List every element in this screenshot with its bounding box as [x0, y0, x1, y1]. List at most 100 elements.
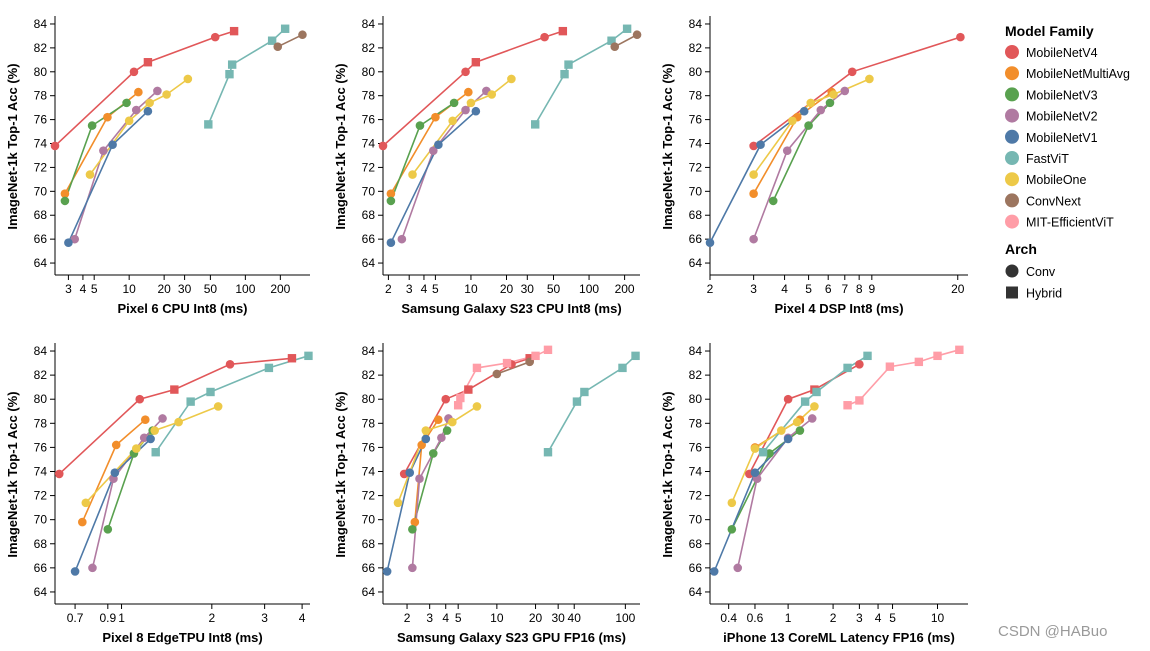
point-mobilenetv4 [225, 359, 235, 369]
x-axis-title: Pixel 8 EdgeTPU Int8 (ms) [102, 630, 262, 645]
point-fastvit [206, 387, 215, 397]
x-tick-label: 200 [270, 282, 290, 296]
series-line-mobilenetv3 [390, 102, 455, 202]
y-tick-label: 82 [34, 368, 48, 382]
point-mit-efficientvit [456, 393, 465, 403]
y-tick-label: 72 [362, 160, 376, 174]
y-tick-label: 84 [34, 344, 48, 358]
point-mobilenetv2 [733, 563, 743, 573]
point-fastvit [618, 363, 627, 373]
y-tick-label: 76 [362, 113, 376, 127]
y-tick-label: 66 [34, 561, 48, 575]
y-tick-label: 66 [362, 232, 376, 246]
x-tick-label: 8 [856, 282, 863, 296]
legend-label: Conv [1026, 265, 1056, 279]
x-tick-label: 4 [421, 282, 428, 296]
point-mobilenetv2 [153, 86, 162, 96]
legend-item-mobilenetv4: MobileNetV4 [1005, 45, 1098, 60]
point-mobilenetv1 [783, 434, 793, 444]
legend-label: ConvNext [1026, 194, 1081, 208]
x-tick-label: 4 [781, 282, 788, 296]
point-convnext [273, 42, 283, 51]
point-mobilenetv4 [540, 32, 549, 42]
y-tick-label: 64 [34, 585, 48, 599]
legend-title-model-family: Model Family [1005, 23, 1094, 39]
x-tick-label: 5 [805, 282, 812, 296]
point-fastvit [631, 351, 640, 361]
point-convnext [632, 30, 642, 40]
point-mobilenetmultiavg [433, 415, 443, 424]
point-mobilenetv4 [129, 67, 139, 77]
point-fastvit [267, 36, 277, 45]
y-tick-label: 78 [689, 89, 703, 103]
x-tick-label: 20 [157, 282, 171, 296]
point-mobilenetv2 [131, 105, 141, 115]
point-fastvit [227, 60, 237, 69]
point-mit-efficientvit [502, 358, 512, 368]
x-tick-label: 3 [426, 611, 433, 625]
point-mobilenetv1 [110, 468, 120, 477]
chart-1: 64 66 68 70 72 74 76 78 80 82 84 3 4 5 10 20 30 50 100 200 P… [5, 16, 310, 316]
legend-swatch [1005, 214, 1019, 229]
y-tick-label: 68 [362, 537, 376, 551]
x-tick-label: 2 [385, 282, 392, 296]
y-tick-label: 82 [362, 368, 376, 382]
x-tick-label: 20 [529, 611, 543, 625]
chart-5: 64 66 68 70 72 74 76 78 80 82 84 2 3 4 5 10 20 30 40 100 Sam… [333, 343, 640, 645]
y-tick-label: 68 [689, 208, 703, 222]
point-mobilenetv4 [229, 26, 239, 36]
point-mobileone [448, 116, 457, 126]
point-mobilenetv1 [64, 238, 73, 248]
point-mobilenetmultiavg [417, 440, 426, 450]
point-mobilenetv2 [429, 146, 438, 155]
x-tick-label: 1 [118, 611, 125, 625]
legend-item-conv: Conv [1005, 264, 1056, 279]
x-tick-label: 3 [65, 282, 72, 296]
y-tick-label: 78 [362, 416, 376, 430]
point-mobileone [487, 90, 497, 99]
y-tick-label: 76 [689, 440, 703, 454]
point-mobilenetv3 [408, 525, 417, 534]
series-line-mobilenetv4 [753, 36, 961, 147]
x-tick-label: 7 [841, 282, 848, 296]
point-mobilenetv4 [287, 354, 297, 363]
legend-label: FastViT [1026, 152, 1069, 166]
point-mit-efficientvit [914, 357, 924, 367]
point-mobileone [727, 498, 737, 508]
chart-4: 64 66 68 70 72 74 76 78 80 82 84 0.7 0.9 1 2 3 4 Pixel 8 … [5, 343, 313, 645]
point-mobilenetv1 [471, 106, 481, 116]
point-mobilenetv4 [464, 385, 473, 394]
point-mobilenetv3 [768, 196, 778, 206]
y-tick-label: 78 [34, 89, 48, 103]
x-tick-label: 3 [750, 282, 757, 296]
point-mobileone [865, 74, 874, 84]
x-tick-label: 10 [490, 611, 504, 625]
point-mobilenetv2 [749, 234, 758, 244]
y-axis-title: ImageNet-1k Top-1 Acc (%) [333, 391, 348, 557]
point-mobilenetmultiavg [749, 189, 758, 199]
point-mobilenetmultiavg [410, 517, 420, 527]
point-fastvit [560, 69, 569, 79]
y-tick-label: 76 [689, 113, 703, 127]
point-mit-efficientvit [472, 363, 482, 373]
y-tick-label: 68 [34, 537, 48, 551]
series-line-mobilenetv3 [772, 102, 831, 202]
point-mobilenetv2 [782, 146, 792, 155]
point-mobileone [145, 98, 154, 108]
point-mobileone [806, 98, 816, 108]
legend-title-arch: Arch [1005, 241, 1037, 257]
series-line-mobilenetv4 [748, 363, 860, 475]
y-tick-label: 74 [689, 137, 703, 151]
series-line-mobilenetv4 [403, 357, 530, 475]
point-fastvit [186, 397, 195, 406]
point-fastvit [580, 387, 589, 397]
point-mobileone [81, 498, 91, 508]
point-mobilenetv4 [749, 141, 758, 151]
y-tick-label: 82 [689, 368, 703, 382]
point-mobilenetv1 [750, 468, 760, 477]
point-mit-efficientvit [933, 351, 942, 361]
point-fastvit [151, 448, 160, 457]
x-tick-label: 30 [178, 282, 192, 296]
y-tick-label: 70 [34, 184, 48, 198]
point-mobilenetv3 [449, 98, 459, 108]
